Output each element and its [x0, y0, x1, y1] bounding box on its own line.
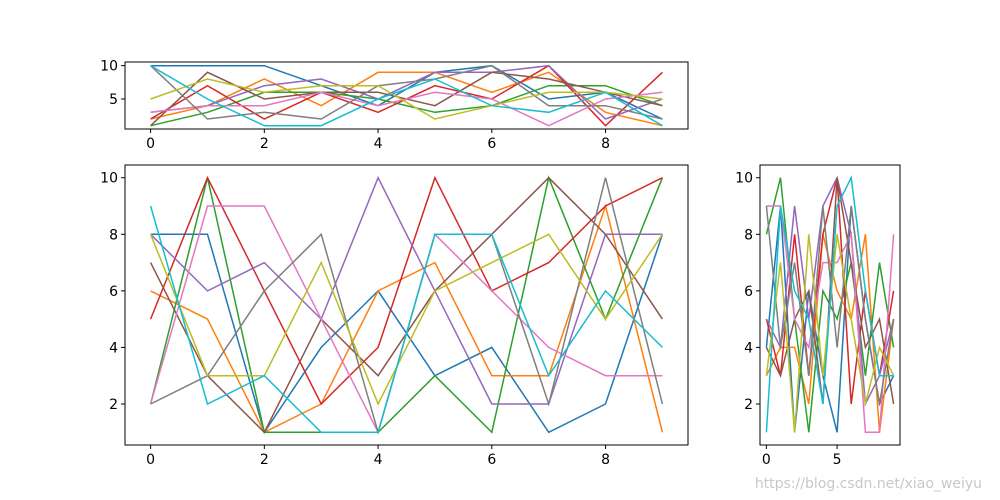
main-y-tick-label-0: 2: [109, 397, 118, 413]
right-x-tick-label-0: 0: [762, 452, 771, 468]
right-series-line-9: [765, 175, 894, 433]
main-series-line-2: [149, 175, 664, 434]
main-ticks: 0 2 4 6 8 2 4 6 8 10: [100, 171, 610, 468]
top-y-tick-label-0: 5: [109, 92, 118, 108]
top-series-line-9: [150, 65, 663, 127]
main-lines: [149, 175, 664, 436]
top-series-line-7: [150, 64, 663, 120]
right-x-tick-label-1: 5: [833, 452, 842, 468]
main-series-line-6: [149, 205, 663, 435]
right-y-tick-label-4: 10: [735, 171, 753, 187]
right-series-line-6: [766, 205, 895, 434]
top-series-line-6: [150, 91, 663, 127]
main-plot-frame: [124, 164, 689, 446]
right-plot-frame: [759, 164, 901, 446]
right-lines: [765, 175, 895, 434]
main-y-tick-label-3: 8: [109, 227, 118, 243]
main-series-line-3: [149, 175, 663, 406]
top-plot-frame: [124, 61, 689, 130]
main-y-tick-label-1: 4: [109, 340, 118, 356]
right-y-tick-label-0: 2: [744, 397, 753, 413]
right-series-line-4: [765, 175, 895, 407]
main-axes: 0 2 4 6 8 2 4 6 8 10: [100, 164, 689, 468]
main-series-line-1: [150, 203, 664, 434]
main-x-tick-label-3: 6: [487, 452, 496, 468]
right-ticks: 0 5 2 4 6 8 10: [735, 171, 841, 468]
right-y-tick-label-2: 6: [744, 284, 753, 300]
right-y-tick-label-3: 8: [744, 227, 753, 243]
main-x-tick-label-2: 4: [374, 452, 383, 468]
main-y-tick-label-4: 10: [100, 171, 118, 187]
top-series-line-8: [150, 78, 663, 120]
main-x-tick-label-4: 8: [601, 452, 610, 468]
main-series-line-8: [149, 233, 664, 406]
main-y-tick-label-2: 6: [109, 284, 118, 300]
top-x-tick-label-3: 6: [487, 136, 496, 152]
main-series-line-9: [149, 205, 663, 434]
top-y-tick-label-1: 10: [100, 59, 118, 75]
top-x-tick-label-2: 4: [374, 136, 383, 152]
top-ticks: 0 2 4 6 8 5 10: [100, 59, 610, 152]
top-x-tick-label-0: 0: [146, 136, 155, 152]
right-series-line-7: [765, 205, 895, 405]
main-x-tick-label-0: 0: [146, 452, 155, 468]
top-x-tick-label-4: 8: [601, 136, 610, 152]
main-x-tick-label-1: 2: [260, 452, 269, 468]
top-x-tick-label-1: 2: [260, 136, 269, 152]
top-axes: 0 2 4 6 8 5 10: [100, 59, 689, 152]
right-axes: 0 5 2 4 6 8 10: [735, 164, 901, 468]
main-series-line-4: [150, 175, 663, 405]
watermark-text: https://blog.csdn.net/xiao_weiyu: [754, 476, 982, 492]
right-y-tick-label-1: 4: [744, 340, 753, 356]
top-lines: [150, 64, 663, 127]
